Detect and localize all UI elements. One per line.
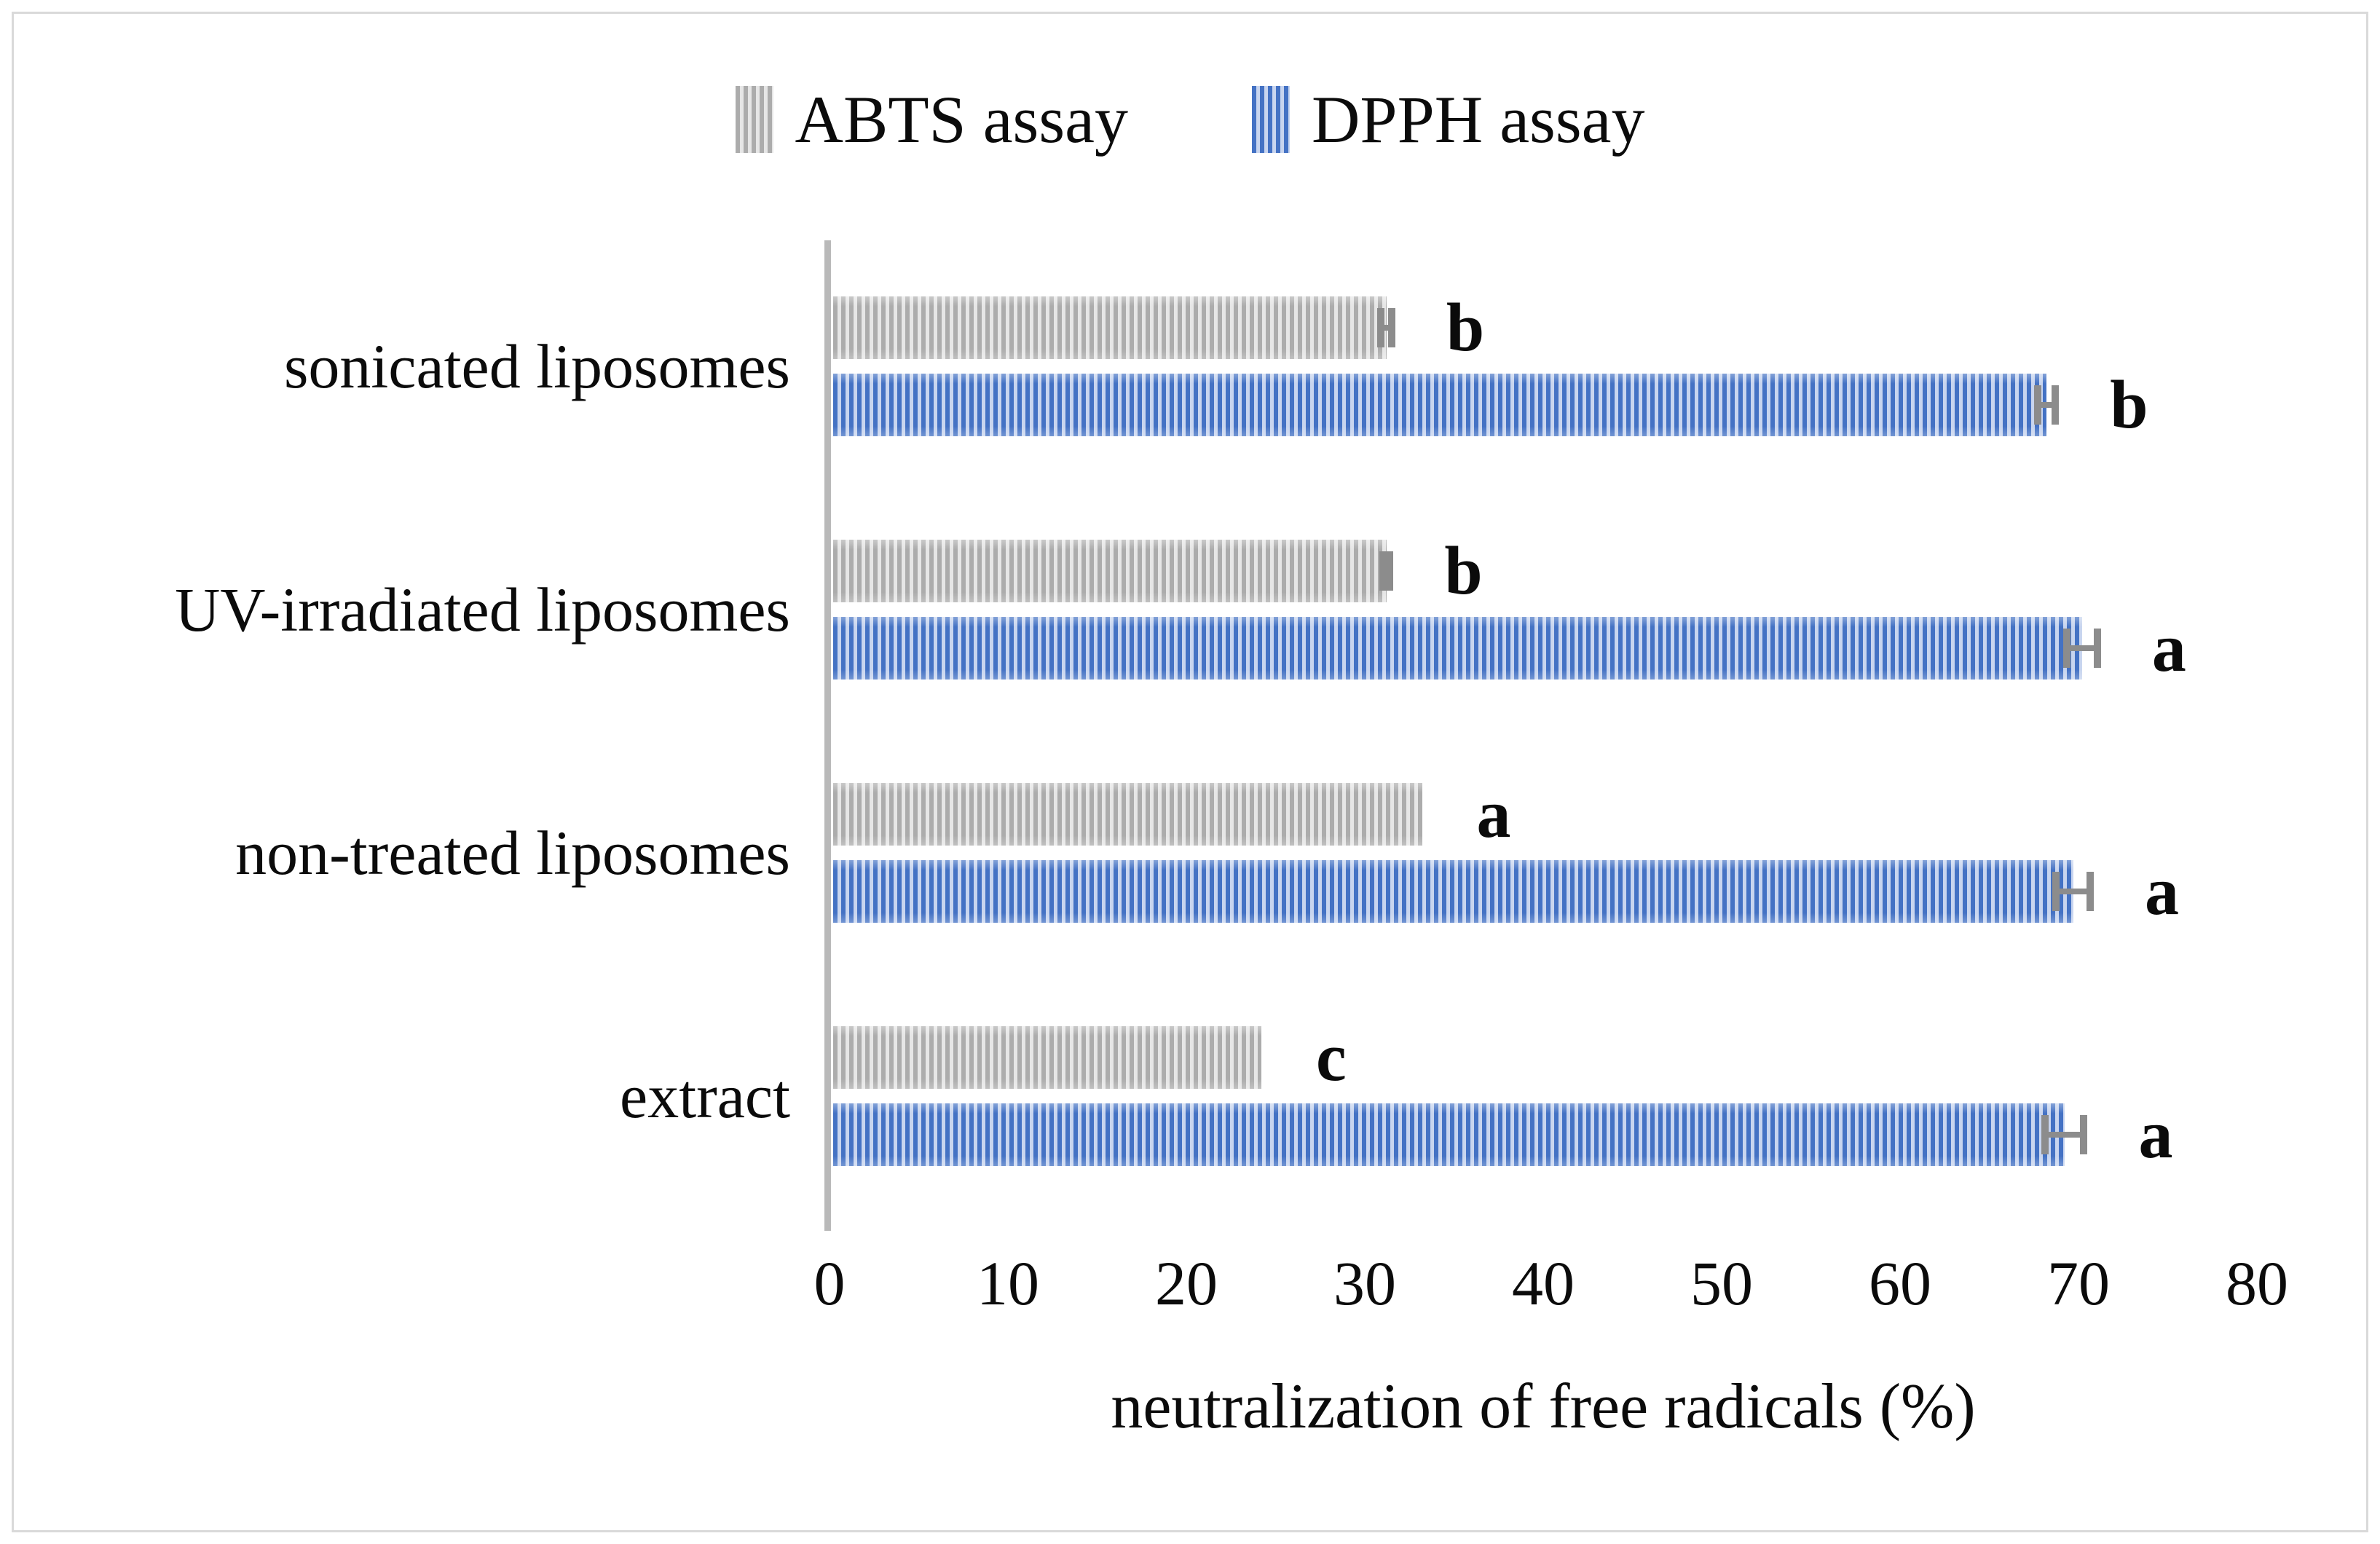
bar-abts [833, 296, 1387, 359]
legend-swatch-abts-icon [735, 86, 773, 153]
error-bar-cap [1379, 551, 1387, 591]
x-tick-label: 40 [1512, 1248, 1575, 1318]
significance-letter: a [2145, 854, 2180, 929]
bar-abts [833, 783, 1422, 846]
x-tick-label: 30 [1333, 1248, 1396, 1318]
x-tick-label: 10 [977, 1248, 1039, 1318]
bar-dpph [833, 1103, 2065, 1166]
bar-abts [833, 1026, 1261, 1089]
error-bar-cap [2087, 872, 2095, 911]
significance-letter: a [2151, 610, 2186, 686]
error-bar-cap [2041, 1115, 2049, 1154]
x-tick-label: 80 [2226, 1248, 2288, 1318]
legend-item-abts: ABTS assay [735, 82, 1128, 157]
bar-dpph [833, 617, 2082, 680]
category-label: sonicated liposomes [283, 331, 790, 401]
legend-swatch-dpph-icon [1251, 86, 1290, 153]
significance-letter: c [1316, 1020, 1347, 1095]
error-bar-line [2056, 889, 2091, 894]
x-tick-label: 70 [2047, 1248, 2110, 1318]
legend: ABTS assay DPPH assay [0, 86, 2380, 153]
error-bar-line [2044, 1132, 2084, 1138]
bar-dpph [833, 374, 2046, 436]
error-bar-cap [1377, 308, 1385, 347]
x-tick-label: 60 [1869, 1248, 1931, 1318]
error-bar-line [1381, 325, 1392, 331]
significance-letter: b [1446, 290, 1485, 366]
legend-label-dpph: DPPH assay [1311, 82, 1645, 157]
figure-border [12, 12, 2368, 1532]
legend-item-dpph: DPPH assay [1251, 82, 1645, 157]
significance-letter: b [1444, 533, 1483, 609]
error-bar-cap [2033, 385, 2041, 425]
legend-label-abts: ABTS assay [795, 82, 1128, 157]
significance-letter: a [2138, 1097, 2173, 1173]
significance-letter: a [1476, 776, 1511, 852]
category-label: extract [620, 1061, 790, 1131]
x-tick-label: 50 [1690, 1248, 1753, 1318]
error-bar-cap [1386, 551, 1394, 591]
error-bar-cap [2063, 629, 2071, 668]
bar-abts [833, 540, 1387, 602]
category-label: non-treated liposomes [235, 818, 790, 888]
error-bar-cap [2052, 385, 2060, 425]
error-bar-cap [2080, 1115, 2088, 1154]
significance-letter: b [2110, 367, 2148, 443]
x-tick-label: 20 [1155, 1248, 1218, 1318]
error-bar-cap [2052, 872, 2060, 911]
error-bar-cap [1387, 308, 1395, 347]
x-tick-label: 0 [813, 1248, 846, 1318]
error-bar-line [2037, 402, 2056, 408]
category-label: UV-irradiated liposomes [175, 575, 790, 645]
error-bar-line [2067, 645, 2097, 651]
x-axis-title: neutralization of free radicals (%) [1111, 1371, 1976, 1442]
error-bar-cap [2093, 629, 2101, 668]
bar-dpph [833, 860, 2073, 923]
y-axis-line [824, 240, 831, 1231]
